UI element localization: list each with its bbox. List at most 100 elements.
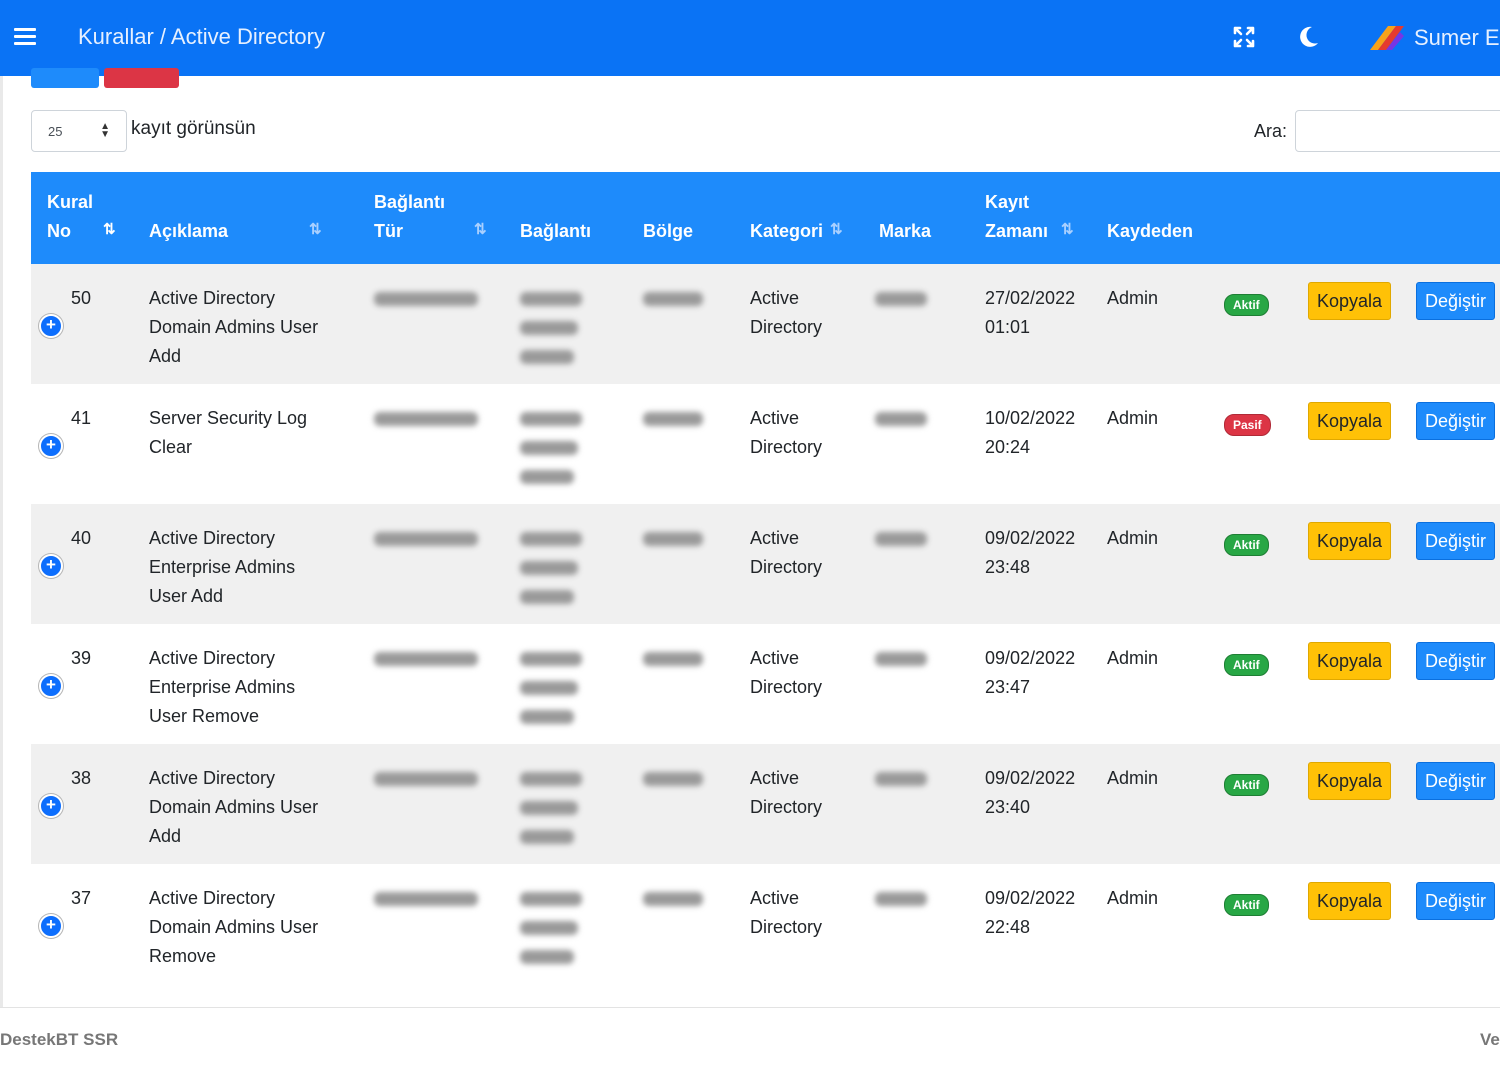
sort-icon: ⇅	[1061, 221, 1074, 238]
edit-button[interactable]: Değiştir	[1416, 642, 1496, 680]
table-row: 38 + Active Directory Domain Admins User Add…	[31, 744, 1500, 864]
copy-button[interactable]: Kopyala	[1308, 762, 1392, 800]
col-header-edit	[1394, 172, 1500, 264]
record-time: 23:48	[985, 557, 1031, 577]
cell-kategori: Active Directory	[732, 384, 861, 504]
sort-icon: ⇅	[309, 221, 322, 238]
expand-row-icon[interactable]: +	[39, 434, 63, 458]
cell-kaydeden: Admin	[1089, 384, 1202, 504]
cell-kaydeden: Admin	[1089, 264, 1202, 384]
copy-button[interactable]: Kopyala	[1308, 402, 1392, 440]
cell-bolge-redacted	[625, 384, 732, 504]
user-menu[interactable]: Sumer Es	[1366, 22, 1500, 54]
hidden-red-button[interactable]	[104, 68, 179, 88]
col-header-kategori-label: Kategori	[750, 221, 824, 241]
col-header-baglanti-tur-line2: Tür	[374, 221, 403, 241]
col-header-kural-no-line2: No	[47, 221, 71, 241]
copy-button[interactable]: Kopyala	[1308, 282, 1392, 320]
cell-copy: Kopyala	[1286, 624, 1394, 744]
fullscreen-icon[interactable]	[1229, 22, 1259, 52]
record-date: 10/02/2022	[985, 408, 1076, 428]
expand-row-icon[interactable]: +	[39, 314, 63, 338]
expand-row-icon[interactable]: +	[39, 794, 63, 818]
category-line: Active	[750, 768, 800, 788]
cell-kural-no: 50 +	[31, 264, 149, 384]
record-time: 01:01	[985, 317, 1031, 337]
cell-aciklama: Active Directory Enterprise Admins User Ad…	[149, 504, 356, 624]
cell-kural-no: 38 +	[31, 744, 149, 864]
cell-kategori: Active Directory	[732, 864, 861, 984]
category-line: Directory	[750, 557, 823, 577]
table-row: 41 + Server Security Log Clear Active Directo…	[31, 384, 1500, 504]
expand-row-icon[interactable]: +	[39, 914, 63, 938]
cell-aciklama: Active Directory Domain Admins User Remove	[149, 864, 356, 984]
rule-description-line: Active Directory	[149, 768, 276, 788]
cell-edit: Değiştir	[1394, 864, 1500, 984]
expand-row-icon[interactable]: +	[39, 674, 63, 698]
status-badge[interactable]: Aktif	[1224, 894, 1269, 916]
page-length-select[interactable]: 25 ▲ ▼	[31, 110, 127, 152]
col-header-kaydeden: Kaydeden	[1089, 172, 1202, 264]
copy-button[interactable]: Kopyala	[1308, 642, 1392, 680]
cell-baglanti-redacted	[502, 384, 625, 504]
category-line: Directory	[750, 917, 823, 937]
col-header-kaydeden-label: Kaydeden	[1107, 221, 1194, 241]
redacted-line	[520, 313, 625, 342]
cell-edit: Değiştir	[1394, 624, 1500, 744]
cell-baglanti-redacted	[502, 624, 625, 744]
sort-icon: ⇅	[830, 221, 843, 238]
status-badge[interactable]: Aktif	[1224, 534, 1269, 556]
status-badge[interactable]: Aktif	[1224, 294, 1269, 316]
record-time: 20:24	[985, 437, 1031, 457]
status-badge[interactable]: Aktif	[1224, 774, 1269, 796]
redacted-line	[520, 342, 625, 371]
col-header-aciklama[interactable]: Açıklama ⇅	[149, 172, 356, 264]
rule-description-line: User Remove	[149, 706, 260, 726]
table-header-row: Kural No ⇅ Açıklama ⇅ Bağlantı Tür ⇅ Bağ…	[31, 172, 1500, 264]
cell-kayit-zamani: 09/02/2022 23:40	[967, 744, 1089, 864]
search-input[interactable]	[1295, 110, 1500, 152]
top-navbar: Kurallar / Active Directory Sumer Es	[0, 0, 1500, 76]
cell-status: Aktif	[1202, 264, 1286, 384]
moon-icon[interactable]	[1293, 22, 1323, 52]
copy-button[interactable]: Kopyala	[1308, 522, 1392, 560]
rules-table-wrapper: Kural No ⇅ Açıklama ⇅ Bağlantı Tür ⇅ Bağ…	[31, 172, 1500, 1006]
table-row: 37 + Active Directory Domain Admins User Rem…	[31, 864, 1500, 984]
status-badge[interactable]: Pasif	[1224, 414, 1271, 436]
user-logo-icon	[1370, 26, 1404, 50]
redacted-text	[374, 652, 478, 667]
col-header-baglanti-tur-line1: Bağlantı	[374, 192, 446, 212]
col-header-kayit-zamani[interactable]: Kayıt Zamanı ⇅	[967, 172, 1089, 264]
redacted-text	[643, 532, 703, 547]
search-label: Ara:	[1254, 121, 1288, 141]
cell-status: Aktif	[1202, 864, 1286, 984]
status-badge[interactable]: Aktif	[1224, 654, 1269, 676]
cell-baglanti-tur-redacted	[356, 384, 502, 504]
hamburger-menu-icon[interactable]	[14, 28, 36, 46]
rule-description-line: Domain Admins User	[149, 317, 319, 337]
copy-button[interactable]: Kopyala	[1308, 882, 1392, 920]
edit-button[interactable]: Değiştir	[1416, 282, 1496, 320]
cell-bolge-redacted	[625, 744, 732, 864]
recorded-by: Admin	[1107, 768, 1159, 788]
redacted-line	[520, 793, 625, 822]
hidden-blue-button[interactable]	[31, 68, 99, 88]
edit-button[interactable]: Değiştir	[1416, 882, 1496, 920]
col-header-kategori[interactable]: Kategori ⇅	[732, 172, 861, 264]
edit-button[interactable]: Değiştir	[1416, 522, 1496, 560]
edit-button[interactable]: Değiştir	[1416, 402, 1496, 440]
cell-baglanti-tur-redacted	[356, 744, 502, 864]
cell-kayit-zamani: 10/02/2022 20:24	[967, 384, 1089, 504]
expand-row-icon[interactable]: +	[39, 554, 63, 578]
cell-marka-redacted	[861, 264, 967, 384]
redacted-text	[643, 892, 703, 907]
page-length-value: 25	[48, 123, 63, 139]
redacted-text	[374, 892, 478, 907]
rule-description-line: Active Directory	[149, 888, 276, 908]
category-line: Active	[750, 408, 800, 428]
col-header-kural-no[interactable]: Kural No ⇅	[31, 172, 149, 264]
redacted-text	[875, 772, 927, 787]
redacted-text	[875, 292, 927, 307]
edit-button[interactable]: Değiştir	[1416, 762, 1496, 800]
col-header-baglanti-tur[interactable]: Bağlantı Tür ⇅	[356, 172, 502, 264]
